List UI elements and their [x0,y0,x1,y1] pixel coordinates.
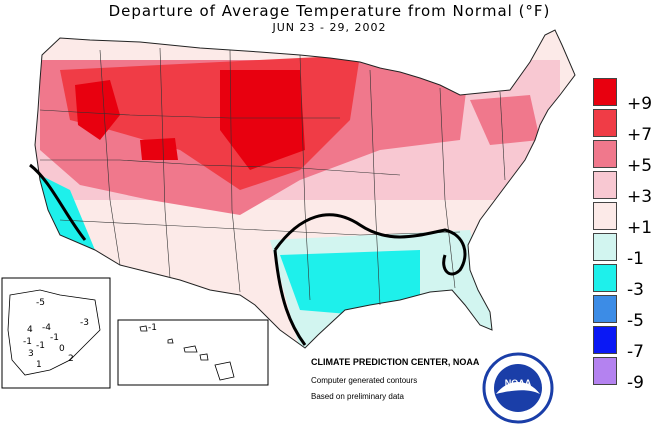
legend-label: +5 [627,156,653,176]
alaska-label: -1 [36,341,45,351]
credit-line2: Computer generated contours [311,376,418,385]
alaska-label: 4 [27,325,33,335]
legend-label: +9 [627,94,653,114]
credit-center: CLIMATE PREDICTION CENTER, NOAA [311,357,480,367]
legend-swatch [593,171,617,199]
map-date-range: JUN 23 - 29, 2002 [272,21,387,34]
legend-label: +7 [627,125,653,145]
credit-line3: Based on preliminary data [311,392,404,401]
alaska-label: 1 [36,360,42,370]
alaska-label: -5 [36,298,45,308]
alaska-outline [7,289,101,376]
hawaii-label: -1 [148,323,157,333]
us-outline [34,29,576,349]
alaska-label: 3 [28,349,34,359]
legend-label: -9 [627,373,644,393]
legend-swatch [593,109,617,137]
alaska-label: -3 [80,318,89,328]
zero-departure-line-california [29,163,87,241]
legend-swatch [593,357,617,385]
legend-swatch [593,140,617,168]
alaska-label: -1 [23,337,32,347]
alaska-label: 0 [59,344,65,354]
legend-swatch [593,295,617,323]
legend-swatch [593,78,617,106]
legend-label: +3 [627,187,653,207]
noaa-logo: NOAA [482,352,554,424]
zero-departure-line-texas [273,249,307,346]
legend-swatch [593,233,617,261]
hawaii-islands [139,325,235,381]
legend-label: -1 [627,249,644,269]
legend-label: -5 [627,311,644,331]
legend-swatch [593,326,617,354]
noaa-logo-text: NOAA [505,378,532,388]
legend-label: -7 [627,342,644,362]
alaska-label: -1 [50,333,59,343]
legend-swatch [593,202,617,230]
alaska-label: -4 [42,323,51,333]
legend-label: -3 [627,280,644,300]
alaska-label: 2 [68,354,74,364]
legend-label: +1 [627,218,653,238]
zero-departure-line-southeast [273,213,467,276]
legend-swatch [593,264,617,292]
map-title: Departure of Average Temperature from No… [108,2,551,20]
state-borders [39,47,506,306]
